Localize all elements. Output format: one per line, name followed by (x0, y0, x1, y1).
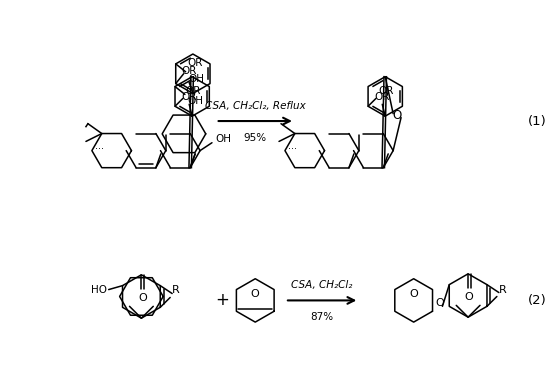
Text: (1): (1) (528, 115, 547, 127)
Text: 87%: 87% (310, 312, 333, 322)
Text: O: O (409, 289, 418, 299)
Text: OR: OR (181, 92, 197, 102)
Text: OR: OR (188, 58, 203, 68)
Text: OH: OH (189, 74, 204, 84)
Text: (2): (2) (528, 294, 547, 307)
Text: HO: HO (91, 285, 107, 295)
Text: O: O (251, 289, 260, 299)
Text: OR: OR (181, 66, 197, 76)
Text: CSA, CH₂Cl₂, Reflux: CSA, CH₂Cl₂, Reflux (205, 101, 306, 111)
Text: O: O (138, 293, 147, 303)
Text: ...: ... (95, 141, 104, 151)
Text: CSA, CH₂Cl₂: CSA, CH₂Cl₂ (291, 280, 352, 290)
Text: R: R (499, 285, 507, 295)
Text: ...: ... (288, 141, 297, 151)
Text: 95%: 95% (244, 133, 267, 143)
Text: OR: OR (378, 86, 393, 96)
Text: O: O (393, 109, 402, 122)
Text: OH: OH (215, 134, 231, 144)
Text: O: O (465, 291, 474, 301)
Text: OR: OR (185, 86, 200, 96)
Text: OH: OH (187, 96, 203, 106)
Text: O: O (436, 298, 444, 308)
Text: R: R (172, 286, 180, 296)
Text: +: + (216, 291, 230, 310)
Text: OR: OR (375, 92, 390, 102)
